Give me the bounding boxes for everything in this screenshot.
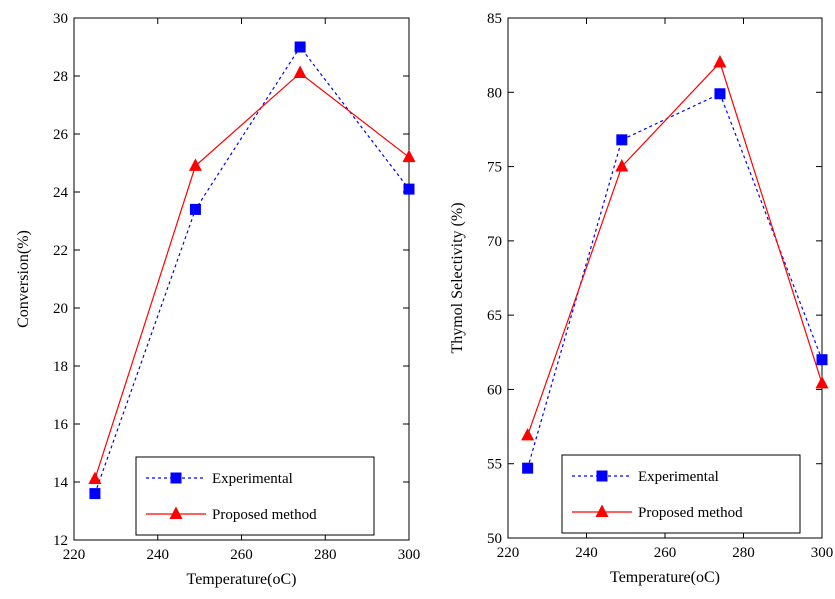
x-tick-label: 300 — [398, 547, 421, 563]
series-experimental — [522, 88, 828, 474]
x-tick-label: 220 — [63, 547, 86, 563]
y-tick-label: 50 — [487, 531, 502, 547]
series-experimental — [89, 41, 415, 500]
data-point — [89, 488, 101, 500]
y-tick-label: 65 — [487, 308, 502, 324]
y-tick-label: 24 — [53, 185, 69, 201]
y-tick-label: 14 — [53, 475, 69, 491]
series-proposed-method — [521, 55, 829, 441]
y-axis-label: Conversion(%) — [15, 230, 32, 328]
legend: Experimental Proposed method — [135, 456, 375, 536]
data-point — [522, 462, 534, 474]
x-tick-label: 240 — [575, 545, 598, 561]
x-tick-label: 280 — [732, 545, 755, 561]
legend-marker — [596, 470, 608, 482]
series-line — [94, 45, 410, 494]
legend-marker — [169, 506, 183, 519]
data-point — [402, 149, 416, 163]
legend-marker — [170, 472, 182, 484]
legend-marker — [595, 504, 609, 517]
data-point — [293, 65, 307, 79]
data-point — [815, 375, 829, 389]
y-tick-label: 85 — [487, 11, 502, 27]
legend-label: Proposed method — [638, 505, 743, 521]
y-axis-label: Thymol Selectivity (%) — [449, 202, 466, 353]
x-tick-label: 220 — [497, 545, 520, 561]
legend-label: Experimental — [212, 471, 293, 487]
data-point — [713, 55, 727, 68]
x-axis-label: Temperature(oC) — [610, 569, 720, 586]
series-line — [94, 72, 410, 480]
y-tick-label: 16 — [53, 417, 69, 433]
conversion-chart: 220 240 260 280 300 12 14 16 18 20 22 24 26 28 30 Tempe… — [15, 11, 420, 588]
x-axis-label: Temperature(oC) — [187, 571, 297, 588]
series-line — [527, 61, 823, 436]
data-point — [714, 88, 726, 100]
y-tick-label: 70 — [487, 234, 502, 250]
data-point — [616, 134, 628, 146]
y-tick-label: 80 — [487, 85, 502, 101]
y-tick-label: 12 — [53, 533, 68, 549]
y-tick-label: 55 — [487, 457, 502, 473]
series-line — [527, 92, 823, 469]
y-tick-label: 75 — [487, 160, 502, 176]
data-point — [188, 158, 202, 171]
data-point — [294, 41, 306, 53]
legend-label: Experimental — [638, 469, 719, 485]
x-tick-label: 260 — [230, 547, 253, 563]
legend-box — [561, 454, 801, 534]
data-point — [88, 471, 102, 485]
y-tick-label: 22 — [53, 243, 68, 259]
data-point — [189, 203, 201, 215]
data-point — [403, 183, 415, 195]
legend-box — [135, 456, 375, 536]
data-point — [816, 354, 828, 366]
y-tick-label: 18 — [53, 359, 68, 375]
x-tick-label: 280 — [314, 547, 337, 563]
data-point — [615, 159, 629, 172]
legend: Experimental Proposed method — [561, 454, 801, 534]
data-point — [521, 427, 535, 441]
y-tick-label: 20 — [53, 301, 68, 317]
x-tick-label: 300 — [811, 545, 834, 561]
x-tick-label: 240 — [147, 547, 170, 563]
legend-label: Proposed method — [212, 507, 317, 523]
y-tick-label: 28 — [53, 69, 68, 85]
y-tick-label: 30 — [53, 11, 68, 27]
series-proposed-method — [88, 65, 416, 485]
y-tick-label: 26 — [53, 127, 69, 143]
x-tick-label: 260 — [654, 545, 677, 561]
selectivity-chart: 220 240 260 280 300 50 55 60 65 70 75 80 85 Temperatu… — [449, 11, 833, 586]
y-tick-label: 60 — [487, 382, 502, 398]
